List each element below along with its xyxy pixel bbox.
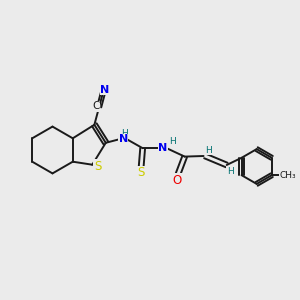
Text: H: H xyxy=(227,167,234,176)
Text: C: C xyxy=(92,101,100,111)
Text: O: O xyxy=(173,173,182,187)
Text: N: N xyxy=(118,134,128,144)
Text: S: S xyxy=(94,160,101,173)
Text: N: N xyxy=(158,143,168,153)
Text: CH₃: CH₃ xyxy=(280,171,296,180)
Text: H: H xyxy=(121,129,128,138)
Text: S: S xyxy=(137,166,145,179)
Text: N: N xyxy=(100,85,109,95)
Text: H: H xyxy=(206,146,212,154)
Text: H: H xyxy=(169,137,176,146)
